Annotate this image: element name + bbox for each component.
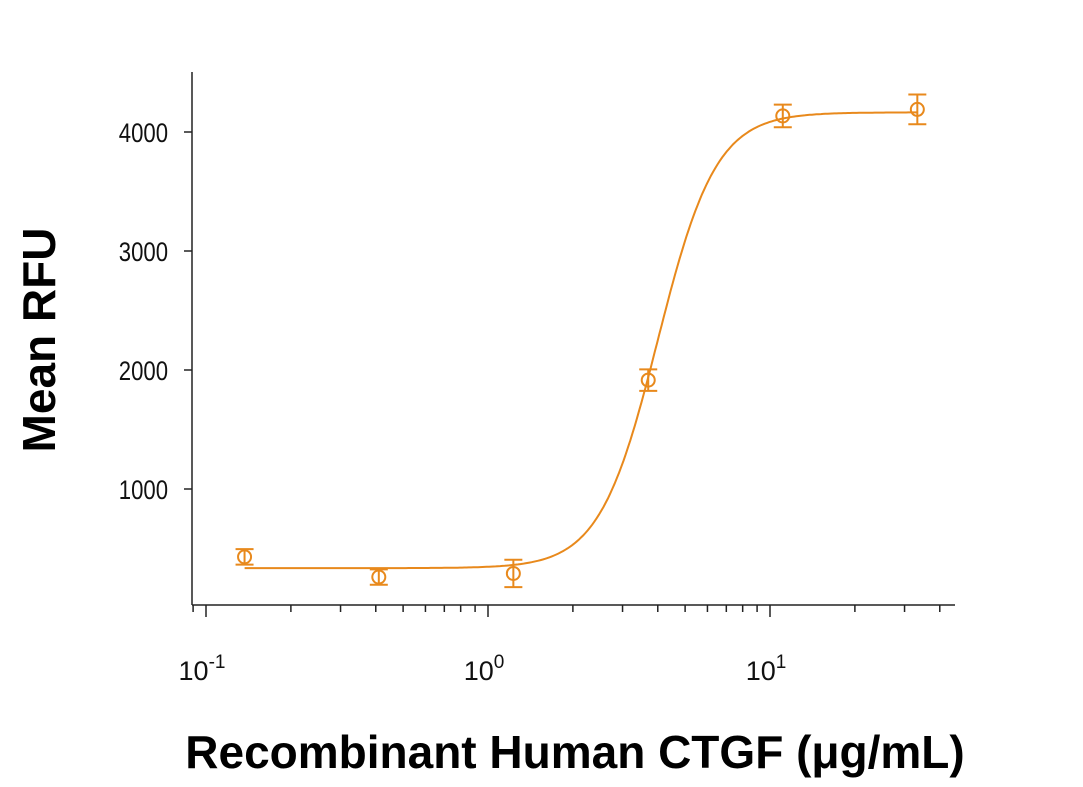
axes (191, 72, 955, 606)
point-marker (640, 372, 656, 388)
x-tick-label: 10-1 (179, 652, 226, 686)
point-marker (237, 549, 253, 565)
y-tick-label: 2000 (119, 357, 168, 387)
data-point (639, 368, 658, 392)
fit-curve (244, 111, 918, 570)
x-tick-base: 10 (464, 656, 494, 686)
point-marker (371, 569, 387, 585)
x-tick-exponent: 0 (494, 652, 505, 673)
x-tick-label: 101 (746, 652, 787, 686)
data-point (773, 103, 792, 129)
data-point (369, 568, 388, 586)
x-tick-exponent: 1 (776, 652, 787, 673)
data-point (235, 548, 254, 566)
x-tick-label: 100 (464, 652, 505, 686)
x-tick-exponent: -1 (209, 652, 226, 673)
y-tick-label: 1000 (119, 476, 168, 506)
data-point (504, 558, 523, 589)
y-axis-label: Mean RFU (13, 228, 65, 453)
x-tick-base: 10 (179, 656, 209, 686)
point-marker (505, 565, 521, 581)
y-tick-label: 4000 (119, 119, 168, 149)
y-tick-label: 3000 (119, 238, 168, 268)
data-point (908, 93, 927, 126)
x-axis-label: Recombinant Human CTGF (μg/mL) (185, 726, 964, 778)
x-tick-base: 10 (746, 656, 776, 686)
point-marker (909, 101, 925, 117)
point-marker (775, 108, 791, 124)
